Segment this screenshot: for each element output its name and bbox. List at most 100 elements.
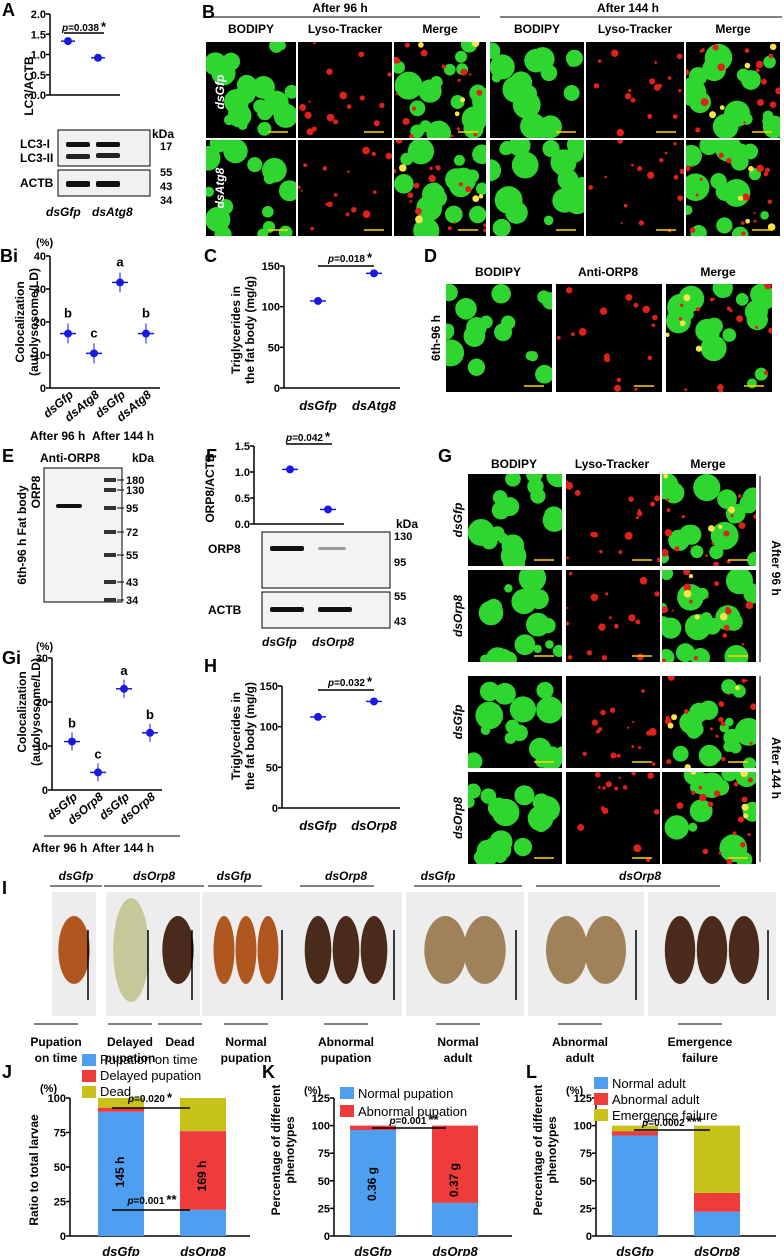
C-xtick: dsAtg8: [352, 398, 397, 413]
J-unit: (%): [40, 1083, 57, 1095]
K-bar-label: 0.37 g: [447, 1163, 461, 1197]
Bi-sig-letter: b: [142, 306, 150, 321]
K-xtick: dsOrp8: [432, 1244, 478, 1256]
Bi-group: After 144 h: [92, 429, 154, 443]
I-specimen-photo: [52, 892, 96, 1016]
E-marker: 43: [126, 577, 138, 589]
B-image: [206, 140, 296, 236]
F-band-orp8: [270, 546, 304, 551]
D-col-header: Merge: [700, 265, 736, 279]
A-ylabel: LC3/ACTB: [22, 56, 36, 116]
G-col-header: Lyso-Tracker: [575, 457, 650, 471]
L-xtick: dsGfp: [616, 1244, 654, 1256]
K-bar-segment: [432, 1125, 478, 1203]
J-ytick: 100: [48, 1093, 66, 1105]
panel-label-F: F: [206, 446, 217, 466]
I-header: dsOrp8: [133, 869, 175, 883]
J-ytick: 50: [54, 1162, 66, 1174]
J-bar-label: 145 h: [113, 1157, 127, 1188]
I-specimen-photo: [528, 892, 644, 1016]
L-ylabel: Percentage of different: [531, 1085, 545, 1216]
F-marker: 130: [394, 531, 412, 543]
E-marker: 180: [126, 475, 144, 487]
K-ytick: 75: [318, 1148, 330, 1160]
L-ytick: 50: [580, 1176, 592, 1188]
A-band-lc3i: [66, 142, 90, 147]
F-blot-label: ORP8: [208, 542, 241, 556]
A-band-lc3i: [96, 142, 120, 147]
K-ytick: 125: [312, 1093, 330, 1105]
Gi-sig-letter: c: [94, 746, 101, 761]
panel-label-Gi: Gi: [2, 648, 21, 668]
E-marker: 55: [126, 550, 138, 562]
E-side-label: ORP8: [29, 475, 43, 508]
E-ladder-band: [104, 478, 116, 482]
L-pvalue: p=0.0002 ***: [641, 1114, 703, 1129]
L-ytick: 0: [586, 1231, 592, 1243]
A-blot-label: LC3-II: [20, 151, 53, 165]
J-bar-segment: [98, 1111, 144, 1236]
E-ladder-band: [104, 580, 116, 584]
L-bar-segment: [612, 1125, 658, 1132]
Bi-ytick: 0: [40, 383, 46, 395]
B-group2: After 144 h: [597, 1, 659, 15]
H-ytick: 0: [272, 803, 278, 815]
E-kda: kDa: [132, 451, 154, 465]
L-bar-segment: [694, 1211, 740, 1236]
E-ladder-band: [104, 506, 116, 510]
Bi-ylabel: Colocalization: [13, 281, 27, 362]
L-legend-swatch: [594, 1077, 608, 1089]
I-caption: Dead: [165, 1035, 194, 1049]
D-image: [556, 284, 662, 392]
G-image: [662, 474, 756, 566]
panel-label-G: G: [438, 446, 452, 466]
Gi-sig-letter: b: [68, 716, 76, 731]
Bi-ytick: 20: [34, 317, 46, 329]
C-xtick: dsGfp: [299, 398, 337, 413]
F-band-actb: [270, 607, 304, 612]
A-blot-label: ACTB: [20, 176, 54, 190]
L-ytick: 100: [574, 1121, 592, 1133]
I-caption: Abnormal pupation: [318, 1035, 374, 1065]
A-marker: 55: [160, 167, 172, 179]
B-image: [298, 140, 392, 236]
J-ytick: 25: [54, 1197, 66, 1209]
Gi-ytick: 30: [36, 653, 48, 665]
B-col-header: BODIPY: [514, 22, 560, 36]
Bi-ytick: 10: [34, 350, 46, 362]
H-ylabel: the fat body (mg/g): [243, 682, 257, 790]
Gi-ylabel: (autolysosome/LD): [29, 658, 43, 766]
K-bar-segment: [350, 1130, 396, 1236]
J-legend-label: Dead: [100, 1084, 131, 1099]
L-xtick: dsOrp8: [694, 1244, 740, 1256]
F-lane: dsOrp8: [312, 635, 354, 649]
Bi-unit: (%): [36, 237, 53, 249]
C-ylabel: Triglycerides in: [229, 286, 243, 374]
I-specimen-photo: [406, 892, 524, 1016]
G-col-header: BODIPY: [491, 457, 537, 471]
J-pvalue-2: p=0.001 **: [126, 1192, 177, 1207]
G-image: [468, 570, 562, 662]
L-legend-swatch: [594, 1093, 608, 1105]
F-band-orp8: [318, 547, 346, 550]
B-image: [490, 140, 584, 236]
panel-label-I: I: [2, 878, 7, 898]
K-bar-label: 0.36 g: [365, 1167, 379, 1201]
J-bar-segment: [98, 1107, 144, 1112]
Gi-unit: (%): [36, 641, 53, 653]
F-pvalue: p=0.042 *: [285, 429, 331, 444]
J-legend-swatch: [82, 1086, 96, 1098]
F-lane: dsGfp: [262, 635, 297, 649]
A-ytick: 1.5: [31, 29, 46, 41]
L-bar-segment: [612, 1135, 658, 1236]
L-legend-label: Normal adult: [612, 1076, 686, 1091]
C-ytick: 100: [262, 302, 280, 314]
B-image: [586, 42, 684, 138]
panel-label-J: J: [2, 1062, 12, 1082]
Bi-ytick: 30: [34, 284, 46, 296]
L-legend-label: Emergence failure: [612, 1108, 718, 1123]
panel-label-E: E: [2, 446, 14, 466]
Bi-ytick: 40: [34, 251, 46, 263]
A-blot-label: LC3-I: [20, 137, 50, 151]
